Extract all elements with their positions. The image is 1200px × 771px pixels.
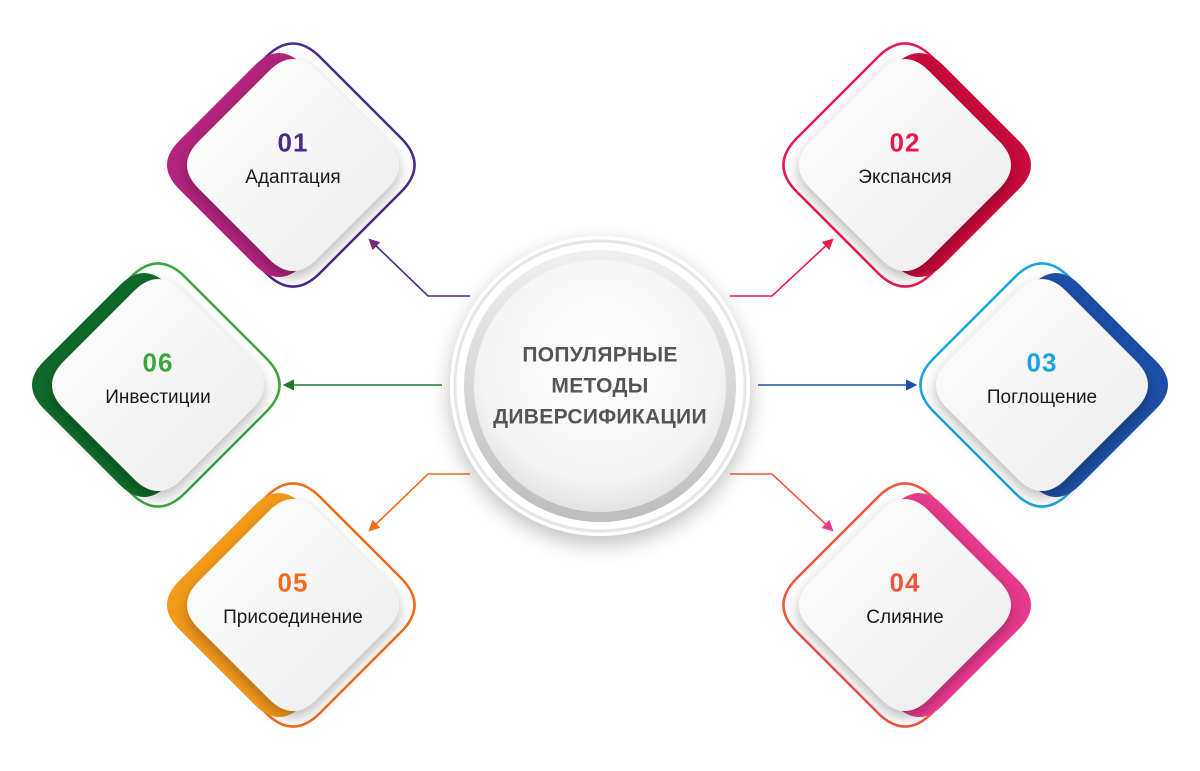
diamonds [32, 42, 1168, 728]
item-number-04: 04 [889, 567, 921, 598]
diamond-face [799, 59, 1011, 271]
diamond-03 [919, 262, 1168, 508]
center-title-line-2: МЕТОДЫ [551, 374, 649, 398]
center-title-line-1: ПОПУЛЯРНЫЕ [522, 343, 678, 367]
diamond-06 [32, 262, 281, 508]
connectors [282, 238, 918, 532]
center-title: ПОПУЛЯРНЫЕ МЕТОДЫ ДИВЕРСИФИКАЦИИ [485, 340, 715, 433]
connector-arrow-05 [368, 473, 470, 532]
center-title-line-3: ДИВЕРСИФИКАЦИИ [493, 405, 707, 429]
diamond-face [936, 279, 1148, 491]
item-number-03: 03 [1026, 347, 1058, 378]
diamond-face [799, 499, 1011, 711]
connector-arrow-01 [368, 238, 470, 297]
connector-arrow-04 [730, 473, 834, 532]
item-label-01: Адаптация [245, 167, 341, 188]
item-label-03: Поглощение [986, 387, 1098, 408]
item-label-05: Присоединение [223, 607, 363, 628]
item-number-02: 02 [889, 127, 921, 158]
diamond-05 [167, 482, 416, 728]
diamond-04 [782, 482, 1031, 728]
center-circle [450, 236, 750, 536]
diamond-face [187, 499, 399, 711]
item-number-06: 06 [142, 347, 174, 378]
item-label-02: Экспансия [858, 167, 952, 188]
item-label-06: Инвестиции [105, 387, 211, 408]
diamond-face [52, 279, 264, 491]
item-number-05: 05 [277, 567, 309, 598]
connector-arrow-02 [730, 238, 834, 297]
diamond-face [187, 59, 399, 271]
item-number-01: 01 [277, 127, 309, 158]
diamond-02 [782, 42, 1031, 288]
diamond-01 [167, 42, 416, 288]
item-label-04: Слияние [866, 607, 944, 628]
